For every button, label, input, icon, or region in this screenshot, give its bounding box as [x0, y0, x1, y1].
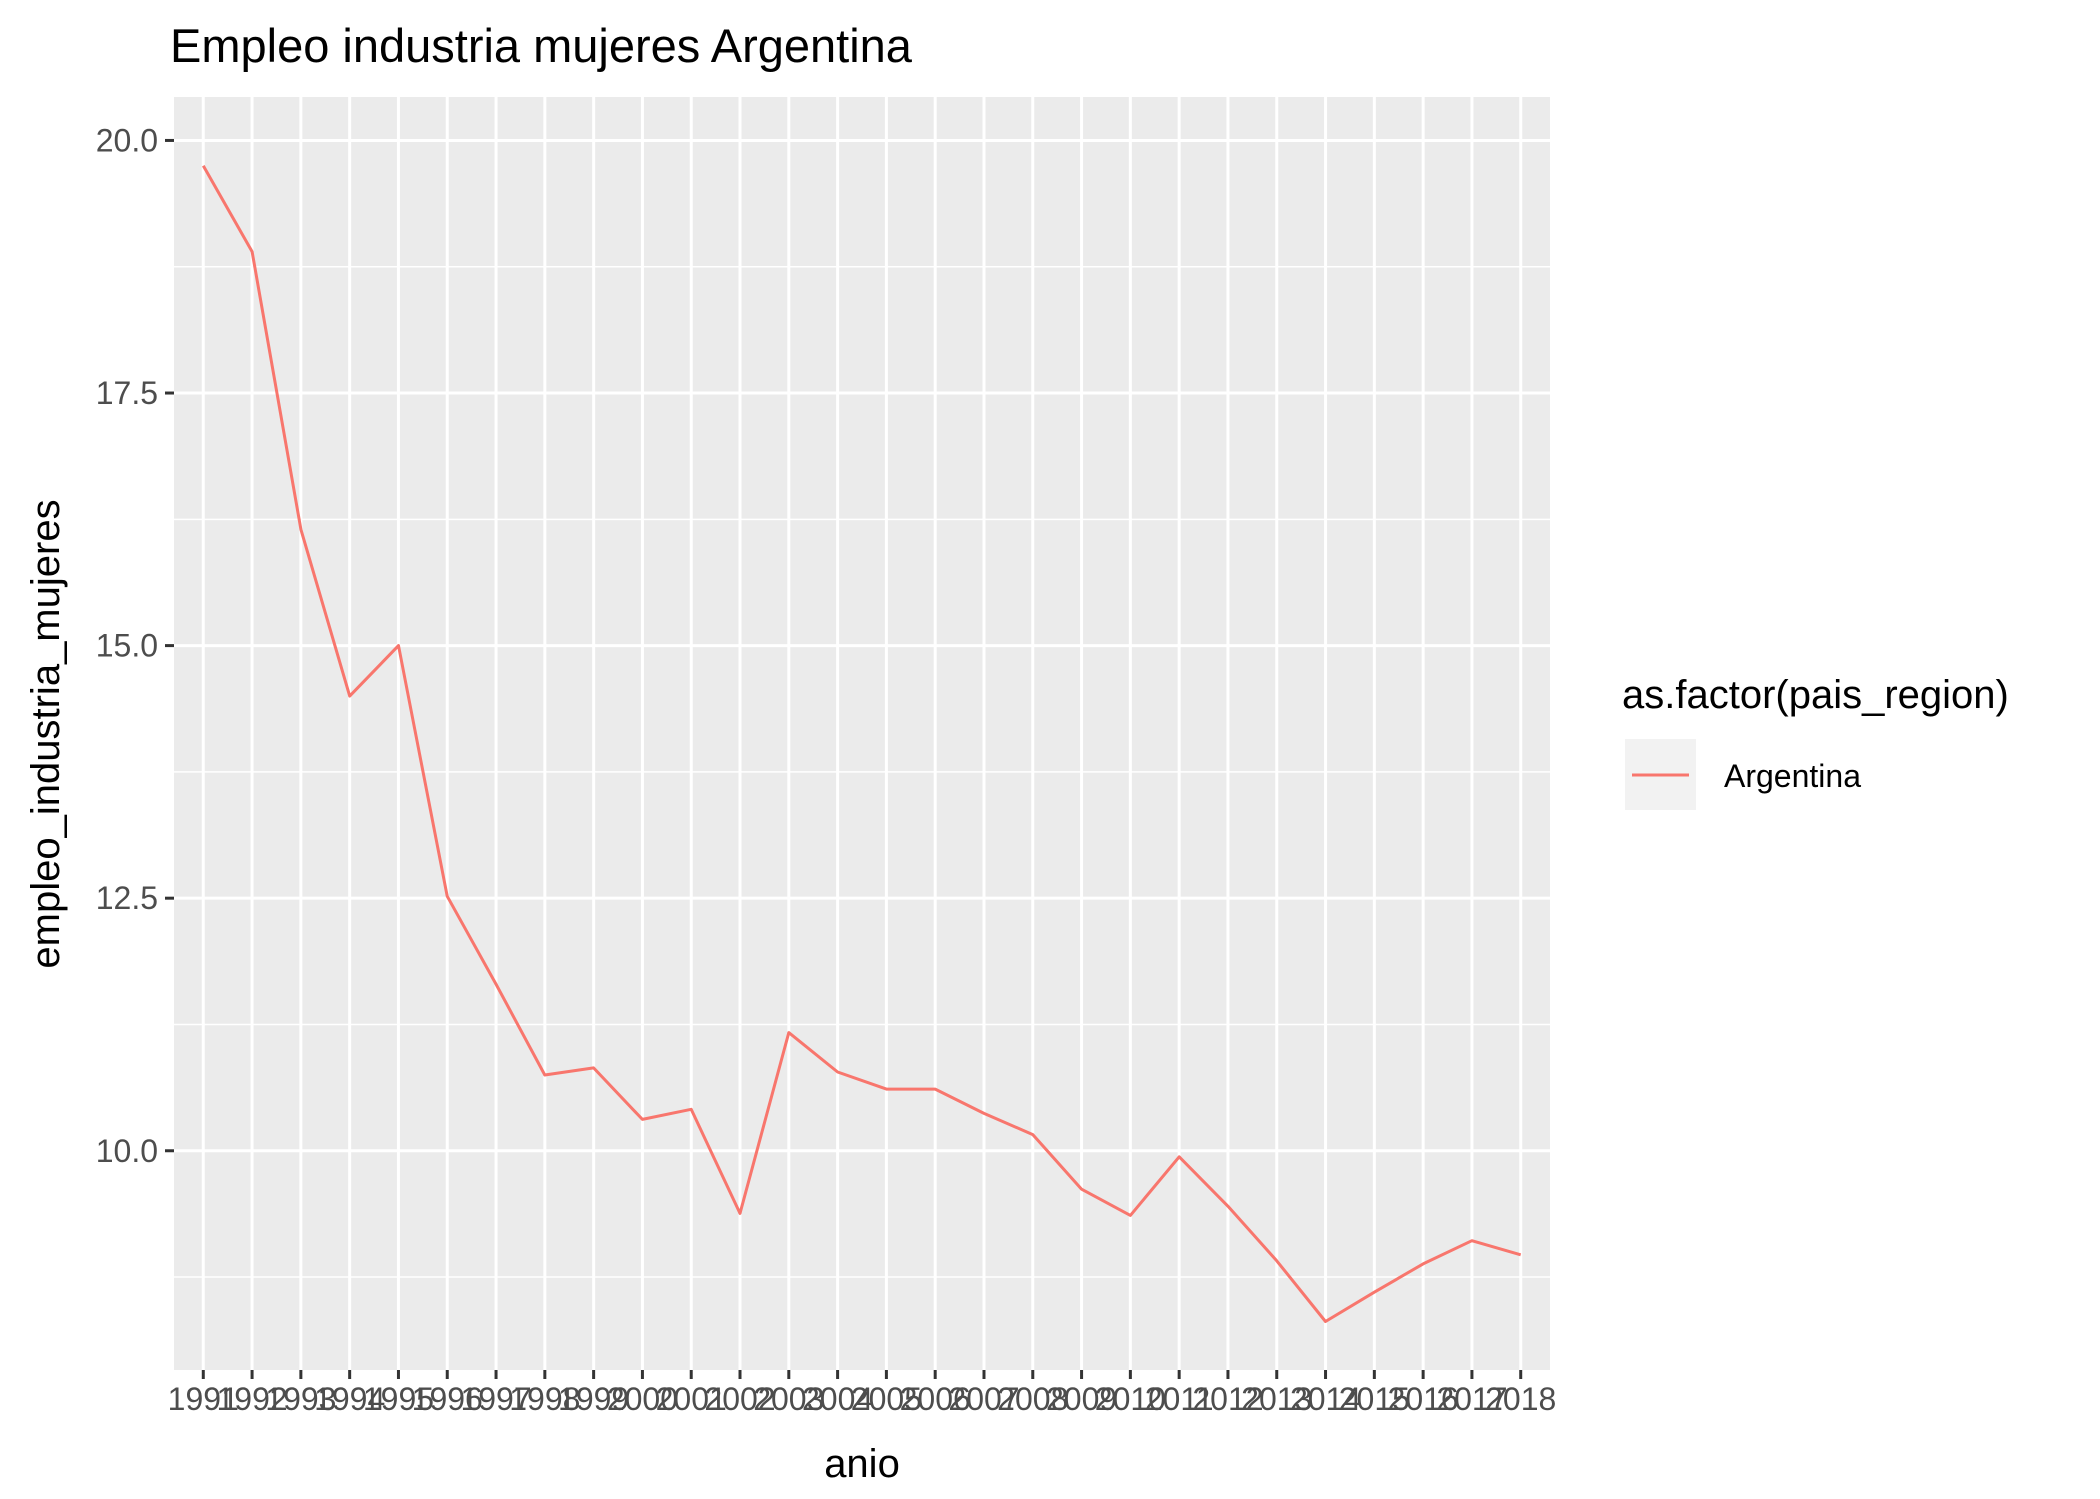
x-tick-label: 2001 [656, 1381, 727, 1417]
plot-panel [174, 97, 1550, 1370]
major-gridlines [174, 97, 1550, 1370]
x-tick-label: 2009 [1046, 1381, 1117, 1417]
x-tick-label: 2010 [1095, 1381, 1166, 1417]
minor-gridlines [174, 265, 1550, 1278]
x-tick-label: 1991 [168, 1381, 239, 1417]
y-axis-title: empleo_industria_mujeres [24, 499, 68, 968]
series-line-argentina [201, 164, 1522, 1323]
x-tick-label: 1992 [216, 1381, 287, 1417]
x-tick-label: 1994 [314, 1381, 385, 1417]
x-tick-label: 2011 [1145, 1381, 1214, 1417]
legend-label-argentina: Argentina [1724, 758, 1861, 794]
y-tick-label: 17.5 [96, 375, 158, 411]
x-tick-label: 2002 [704, 1381, 775, 1417]
x-tick-label: 2003 [753, 1381, 824, 1417]
x-tick-label: 2012 [1192, 1381, 1263, 1417]
x-tick-label: 2017 [1436, 1381, 1507, 1417]
y-tick-label: 10.0 [96, 1133, 158, 1169]
x-tick-label: 2007 [948, 1381, 1019, 1417]
x-tick-label: 1999 [558, 1381, 629, 1417]
x-tick-label: 1998 [509, 1381, 580, 1417]
legend-title: as.factor(pais_region) [1622, 673, 2009, 717]
x-tick-label: 2000 [607, 1381, 678, 1417]
x-tick-label: 2013 [1241, 1381, 1312, 1417]
x-axis-title: anio [824, 1442, 900, 1486]
x-tick-label: 2018 [1485, 1381, 1556, 1417]
x-tick-label: 2015 [1339, 1381, 1410, 1417]
y-axis: 10.0 12.5 15.0 17.5 20.0 [96, 122, 174, 1169]
x-tick-label: 1995 [363, 1381, 434, 1417]
series-layer [201, 164, 1522, 1323]
x-tick-label: 1996 [412, 1381, 483, 1417]
y-tick-label: 12.5 [96, 880, 158, 916]
x-tick-label: 2005 [851, 1381, 922, 1417]
x-tick-label: 1993 [265, 1381, 336, 1417]
y-tick-label: 15.0 [96, 628, 158, 664]
y-tick-label: 20.0 [96, 122, 158, 158]
x-tick-label: 1997 [460, 1381, 531, 1417]
legend: as.factor(pais_region) Argentina [1622, 673, 2009, 810]
x-tick-label: 2008 [997, 1381, 1068, 1417]
x-tick-label: 2016 [1388, 1381, 1459, 1417]
x-axis: 1991199219931994199519961997199819992000… [168, 1370, 1556, 1417]
x-tick-label: 2014 [1290, 1381, 1361, 1417]
x-tick-label: 2006 [900, 1381, 971, 1417]
chart-title: Empleo industria mujeres Argentina [170, 19, 913, 72]
x-tick-label: 2004 [802, 1381, 873, 1417]
